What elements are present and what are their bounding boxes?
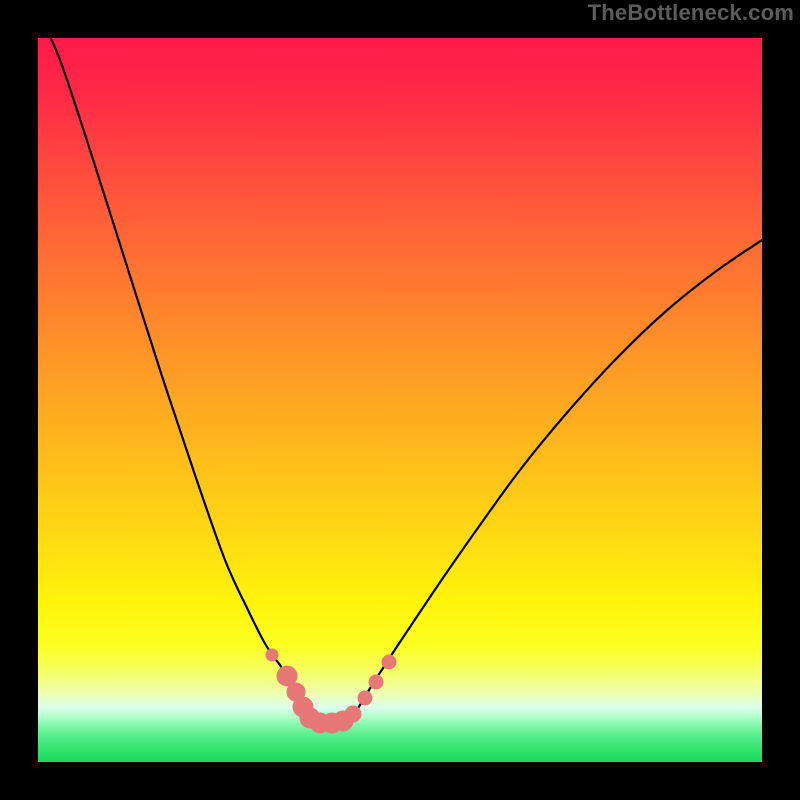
curve-marker <box>266 649 278 661</box>
curve-marker <box>345 706 361 722</box>
curve-marker <box>358 691 372 705</box>
chart-container: TheBottleneck.com <box>0 0 800 800</box>
v-curve <box>38 12 762 724</box>
curve-marker <box>369 675 383 689</box>
curve-layer <box>0 0 800 800</box>
curve-marker <box>382 655 396 669</box>
